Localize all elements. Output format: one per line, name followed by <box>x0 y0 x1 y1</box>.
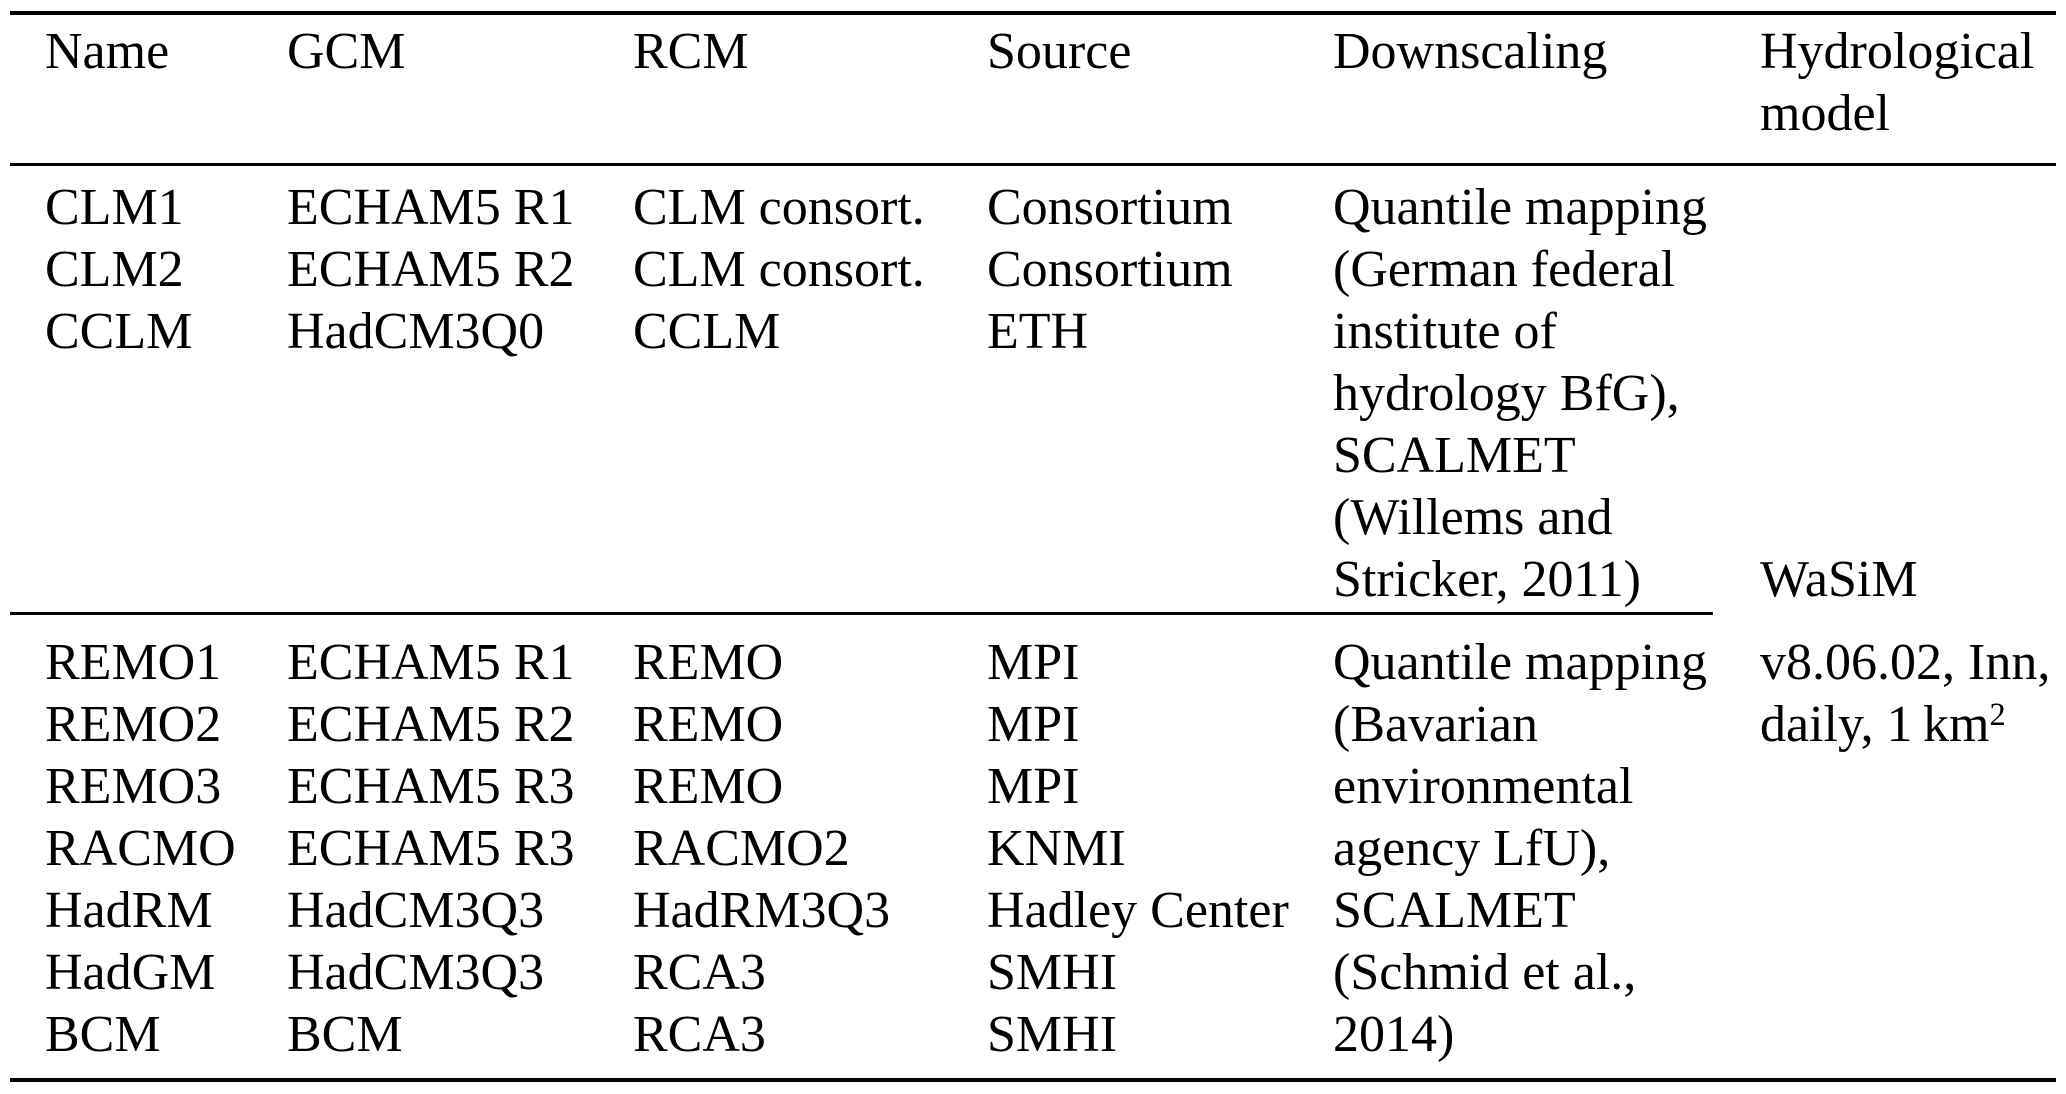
downscaling-cell: Quantile mapping (German federal institu… <box>1333 177 1760 611</box>
hydro-model-version: v8.06.02, Inn, <box>1760 634 2051 691</box>
cell-gcm: ECHAM5 R2 <box>287 241 575 298</box>
rcm-column: CLM consort. CLM consort. CCLM <box>633 177 987 363</box>
group-separator-rule <box>10 612 1713 615</box>
cell-gcm: ECHAM5 R3 <box>287 758 575 815</box>
cell-source: MPI <box>987 696 1080 753</box>
column-header-rcm: RCM <box>633 23 749 80</box>
downscaling-line: Quantile mapping <box>1333 179 1708 236</box>
cell-name: CCLM <box>45 303 193 360</box>
cell-gcm: ECHAM5 R3 <box>287 820 575 877</box>
cell-rcm: REMO <box>633 758 784 815</box>
cell-rcm: RCA3 <box>633 1006 766 1063</box>
table-header-row: Name GCM RCM Source Downscaling Hydrolog… <box>0 15 2066 163</box>
cell-name: CLM2 <box>45 241 184 298</box>
cell-name: HadRM <box>45 882 213 939</box>
downscaling-line: SCALMET <box>1333 427 1576 484</box>
cell-rcm: CLM consort. <box>633 241 925 298</box>
source-column: MPI MPI MPI KNMI Hadley Center SMHI SMHI <box>987 632 1333 1066</box>
cell-rcm: REMO <box>633 696 784 753</box>
cell-rcm: HadRM3Q3 <box>633 882 891 939</box>
cell-gcm: ECHAM5 R2 <box>287 696 575 753</box>
hydro-resolution-text: daily, 1 km <box>1760 696 1990 753</box>
downscaling-line: (Willems and <box>1333 489 1613 546</box>
cell-rcm: RACMO2 <box>633 820 850 877</box>
cell-source: MPI <box>987 634 1080 691</box>
cell-name: BCM <box>45 1006 161 1063</box>
column-header-hydrological-model: Hydrological model <box>1760 23 2035 142</box>
cell-gcm: ECHAM5 R1 <box>287 634 575 691</box>
model-group-remo: REMO1 REMO2 REMO3 RACMO HadRM HadGM BCM … <box>0 615 2066 1078</box>
hydro-model-resolution: daily, 1 km2 <box>1760 694 2066 756</box>
column-header-name: Name <box>45 23 170 80</box>
gcm-column: ECHAM5 R1 ECHAM5 R2 HadCM3Q0 <box>287 177 633 363</box>
table-bottom-rule <box>10 1078 2056 1082</box>
cell-name: REMO2 <box>45 696 222 753</box>
cell-source: KNMI <box>987 820 1126 877</box>
cell-rcm: RCA3 <box>633 944 766 1001</box>
downscaling-line: institute of <box>1333 303 1557 360</box>
cell-rcm: CCLM <box>633 303 781 360</box>
downscaling-cell: Quantile mapping (Bavarian environmental… <box>1333 632 1760 1066</box>
column-header-downscaling: Downscaling <box>1333 23 1608 80</box>
cell-gcm: BCM <box>287 1006 403 1063</box>
cell-source: Hadley Center <box>987 882 1289 939</box>
downscaling-line: SCALMET <box>1333 882 1576 939</box>
downscaling-line: (Schmid et al., <box>1333 944 1637 1001</box>
cell-gcm: ECHAM5 R1 <box>287 179 575 236</box>
squared-superscript: 2 <box>1989 695 2006 732</box>
table-top-rule <box>10 11 2056 15</box>
hydrological-model-cell: WaSiM v8.06.02, Inn, daily, 1 km2 <box>1760 166 2066 756</box>
cell-source: Consortium <box>987 179 1233 236</box>
rcm-column: REMO REMO REMO RACMO2 HadRM3Q3 RCA3 RCA3 <box>633 632 987 1066</box>
downscaling-line: 2014) <box>1333 1006 1455 1063</box>
cell-rcm: CLM consort. <box>633 179 925 236</box>
cell-gcm: HadCM3Q3 <box>287 882 545 939</box>
table-body: CLM1 CLM2 CCLM ECHAM5 R1 ECHAM5 R2 HadCM… <box>0 166 2066 1078</box>
cell-gcm: HadCM3Q3 <box>287 944 545 1001</box>
cell-name: REMO3 <box>45 758 222 815</box>
cell-source: SMHI <box>987 944 1118 1001</box>
header-separator-rule <box>10 163 2056 166</box>
name-column: REMO1 REMO2 REMO3 RACMO HadRM HadGM BCM <box>45 632 287 1066</box>
downscaling-line: agency LfU), <box>1333 820 1611 877</box>
cell-source: SMHI <box>987 1006 1118 1063</box>
cell-name: HadGM <box>45 944 216 1001</box>
downscaling-line: environmental <box>1333 758 1634 815</box>
downscaling-line: Stricker, 2011) <box>1333 551 1641 608</box>
hydro-model-name: WaSiM <box>1760 551 1918 608</box>
downscaling-line: (German federal <box>1333 241 1676 298</box>
source-column: Consortium Consortium ETH <box>987 177 1333 363</box>
model-group-clm: CLM1 CLM2 CCLM ECHAM5 R1 ECHAM5 R2 HadCM… <box>0 166 2066 612</box>
downscaling-line: (Bavarian <box>1333 696 1539 753</box>
column-header-gcm: GCM <box>287 23 406 80</box>
cell-name: REMO1 <box>45 634 222 691</box>
gcm-column: ECHAM5 R1 ECHAM5 R2 ECHAM5 R3 ECHAM5 R3 … <box>287 632 633 1066</box>
cell-source: MPI <box>987 758 1080 815</box>
downscaling-line: hydrology BfG), <box>1333 365 1680 422</box>
cell-name: CLM1 <box>45 179 184 236</box>
cell-source: ETH <box>987 303 1089 360</box>
column-header-source: Source <box>987 23 1132 80</box>
cell-name: RACMO <box>45 820 236 877</box>
cell-rcm: REMO <box>633 634 784 691</box>
cell-gcm: HadCM3Q0 <box>287 303 545 360</box>
name-column: CLM1 CLM2 CCLM <box>45 177 287 363</box>
downscaling-line: Quantile mapping <box>1333 634 1708 691</box>
cell-source: Consortium <box>987 241 1233 298</box>
